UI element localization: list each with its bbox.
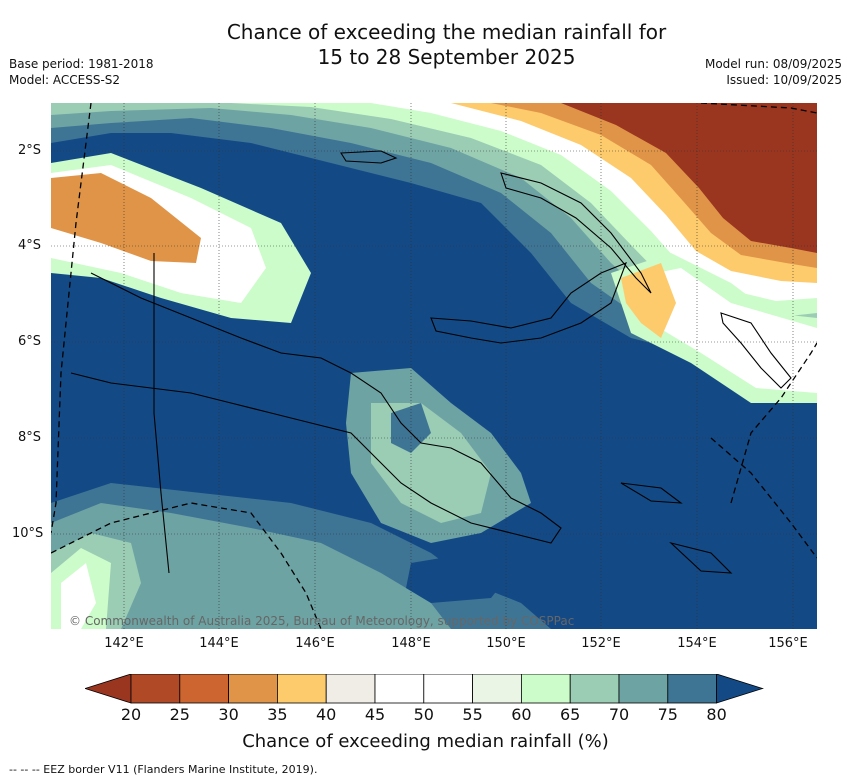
map-title: Chance of exceeding the median rainfall … <box>0 20 850 70</box>
colorbar-tick-label: 75 <box>657 705 678 724</box>
eez-border-se2 <box>710 437 817 559</box>
lon-tick-154e: 154°E <box>677 636 717 651</box>
colorbar-tick-label: 20 <box>120 705 142 724</box>
colorbar-cell <box>472 674 522 704</box>
png-mainland-coast <box>70 272 562 544</box>
bougainville-coast <box>720 312 792 389</box>
zone-70-south <box>51 503 451 629</box>
colorbar-cell <box>228 674 278 704</box>
colorbar-extend-high <box>716 674 764 704</box>
lon-tick-152e: 152°E <box>581 636 621 651</box>
issued-date: Issued: 10/09/2025 <box>726 73 842 87</box>
zone-40-east <box>621 263 676 338</box>
eez-border-west <box>51 103 92 534</box>
model-run-date: Model run: 08/09/2025 <box>704 57 842 71</box>
colorbar-cell <box>276 674 327 704</box>
lat-tick-8s: 8°S <box>18 430 42 445</box>
colorbar-tick-label: 45 <box>364 705 386 724</box>
colorbar-tick-label: 40 <box>316 705 337 724</box>
zone-50-east <box>631 268 817 393</box>
lon-tick-146e: 146°E <box>295 636 335 651</box>
lon-tick-150e: 150°E <box>486 636 526 651</box>
colorbar-extend-low <box>85 674 132 704</box>
colorbar-cell <box>374 674 425 704</box>
lat-tick-10s: 10°S <box>12 526 44 541</box>
colorbar-cell <box>179 674 230 704</box>
eez-border-south <box>51 502 322 629</box>
colorbar-tick-label: 65 <box>560 705 581 724</box>
lon-tick-144e: 144°E <box>199 636 239 651</box>
lat-tick-4s: 4°S <box>18 238 42 253</box>
lon-tick-156e: 156°E <box>768 636 808 651</box>
new-ireland-coast <box>500 172 652 294</box>
base-period: Base period: 1981-2018 <box>9 57 154 71</box>
manus-coast <box>340 150 398 164</box>
zone-50-south <box>61 563 96 629</box>
run-info: Model run: 08/09/2025 Issued: 10/09/2025 <box>705 56 842 88</box>
zone-75-south-east <box>406 553 511 603</box>
eez-borders <box>51 103 817 629</box>
colorbar <box>85 674 764 704</box>
colorbar-cell <box>325 674 376 704</box>
model-name: Model: ACCESS-S2 <box>9 73 121 87</box>
colorbar-cell <box>423 674 473 704</box>
new-britain-coast <box>430 262 627 344</box>
colorbar-tick-label: 25 <box>169 705 190 724</box>
lon-tick-148e: 148°E <box>391 636 431 651</box>
png-border <box>153 253 170 574</box>
solomon-islands <box>620 482 733 574</box>
eez-legend-note: -- -- -- EEZ border V11 (Flanders Marine… <box>9 763 318 776</box>
zone-25-north <box>491 103 817 253</box>
model-info: Base period: 1981-2018 Model: ACCESS-S2 <box>9 56 154 88</box>
colorbar-cell <box>569 674 620 704</box>
colorbar-cell <box>667 674 717 704</box>
colorbar-tick-label: 35 <box>267 705 288 724</box>
coastlines <box>70 150 792 574</box>
colorbar-label: Chance of exceeding median rainfall (%) <box>242 731 609 752</box>
colorbar-tick-label: 55 <box>462 705 483 724</box>
colorbar-tick-label: 60 <box>511 705 532 724</box>
title-line-1: Chance of exceeding the median rainfall … <box>226 20 667 44</box>
colorbar-cell <box>618 674 669 704</box>
title-line-2: 15 to 28 September 2025 <box>317 45 576 69</box>
colorbar-tick-label: 70 <box>608 705 630 724</box>
copyright-notice: © Commonwealth of Australia 2025, Bureau… <box>69 614 575 628</box>
lat-tick-2s: 2°S <box>18 143 42 158</box>
colorbar-tick-label: 80 <box>706 705 727 724</box>
colorbar-cell <box>520 674 571 704</box>
eez-border-east <box>700 103 817 114</box>
colorbar-cell <box>130 674 181 704</box>
lon-tick-142e: 142°E <box>104 636 144 651</box>
colorbar-tick-label: 50 <box>413 705 434 724</box>
rainfall-map <box>51 103 817 629</box>
lat-tick-6s: 6°S <box>18 334 42 349</box>
graticule <box>51 103 817 629</box>
zone-35-west <box>51 173 201 263</box>
colorbar-tick-label: 30 <box>218 705 239 724</box>
